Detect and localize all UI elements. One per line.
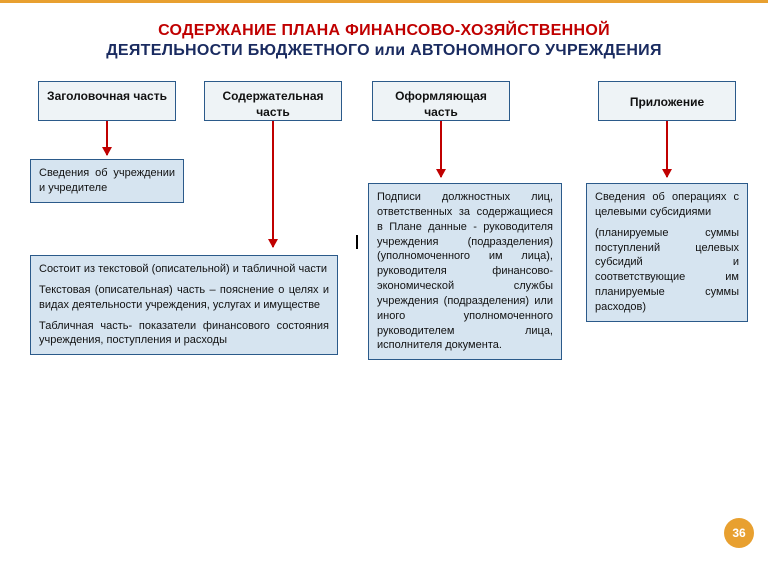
- content-box-1: Сведения об учреждении и учредителе: [30, 159, 184, 203]
- header-box-3: Оформляющая часть: [372, 81, 510, 121]
- header-label: Заголовочная часть: [47, 89, 167, 103]
- page-number: 36: [732, 526, 745, 540]
- arrow-3: [440, 121, 442, 177]
- content-text: Подписи должностных лиц, ответственных з…: [377, 190, 553, 353]
- header-label: Оформляющая часть: [395, 89, 487, 119]
- page-number-badge: 36: [724, 518, 754, 548]
- content-box-4: Сведения об операциях с целевыми субсиди…: [586, 183, 748, 322]
- title-line-2: ДЕЯТЕЛЬНОСТИ БЮДЖЕТНОГО или АВТОНОМНОГО …: [40, 41, 728, 61]
- arrow-1: [106, 121, 108, 155]
- content-text: (планируемые суммы поступлений целевых с…: [595, 226, 739, 315]
- text-cursor-mark: [356, 235, 358, 249]
- content-box-2: Состоит из текстовой (описательной) и та…: [30, 255, 338, 355]
- header-box-2: Содержательная часть: [204, 81, 342, 121]
- content-box-3: Подписи должностных лиц, ответственных з…: [368, 183, 562, 360]
- header-label: Содержательная часть: [222, 89, 323, 119]
- header-label: Приложение: [630, 95, 704, 109]
- content-text: Состоит из текстовой (описательной) и та…: [39, 262, 329, 277]
- content-text: Сведения об операциях с целевыми субсиди…: [595, 190, 739, 220]
- arrow-2: [272, 121, 274, 247]
- header-box-4: Приложение: [598, 81, 736, 121]
- arrow-4: [666, 121, 668, 177]
- title-line-1: СОДЕРЖАНИЕ ПЛАНА ФИНАНСОВО-ХОЗЯЙСТВЕННОЙ: [40, 21, 728, 41]
- diagram-title: СОДЕРЖАНИЕ ПЛАНА ФИНАНСОВО-ХОЗЯЙСТВЕННОЙ…: [0, 3, 768, 67]
- content-text: Текстовая (описательная) часть – пояснен…: [39, 283, 329, 313]
- content-text: Табличная часть- показатели финансового …: [39, 319, 329, 349]
- header-box-1: Заголовочная часть: [38, 81, 176, 121]
- content-text: Сведения об учреждении и учредителе: [39, 166, 175, 196]
